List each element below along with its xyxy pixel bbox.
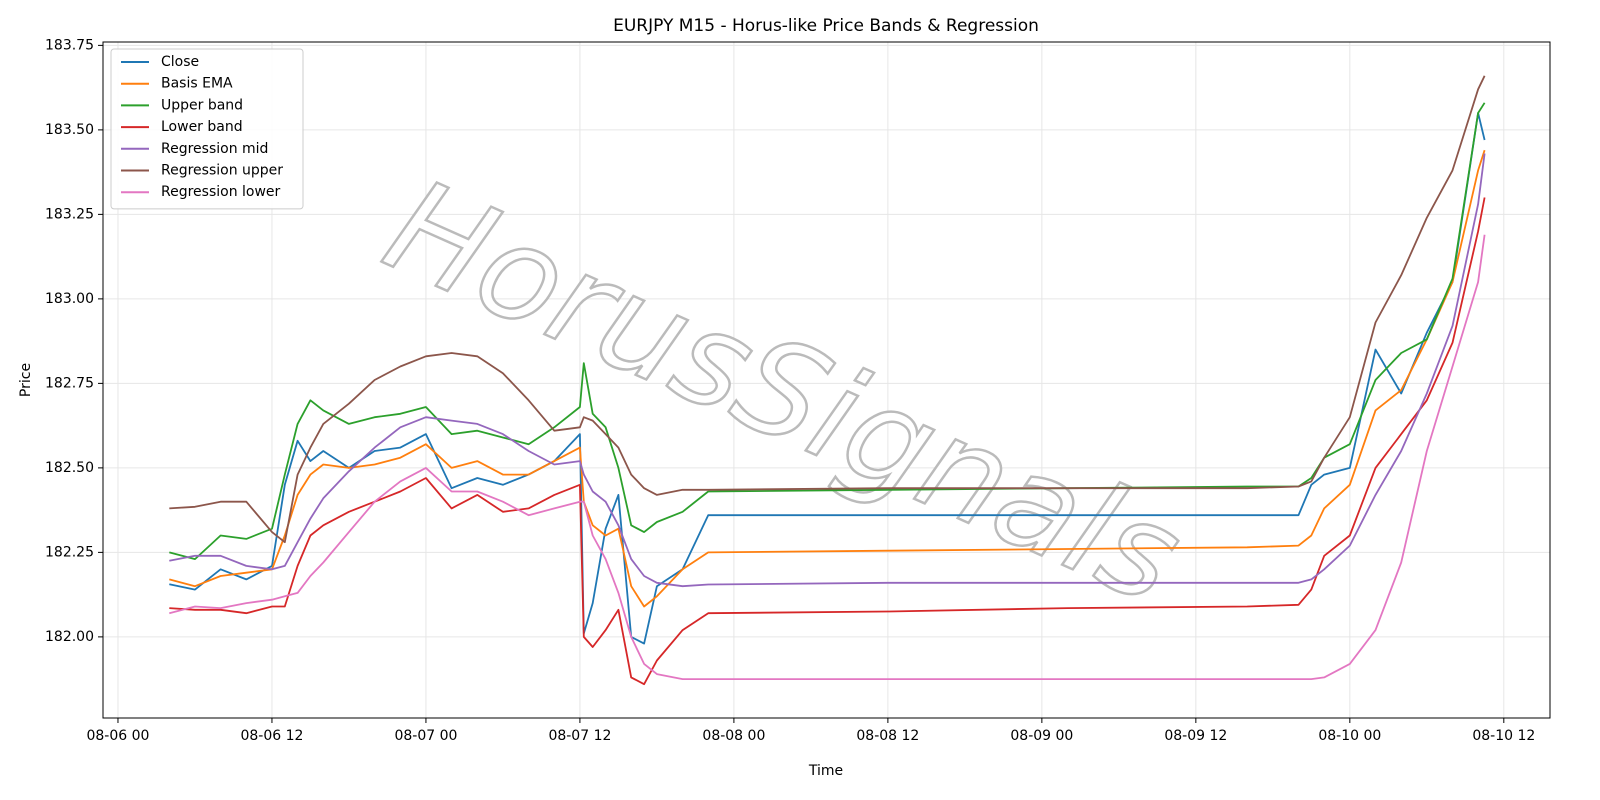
x-tick-label: 08-08 12	[856, 728, 919, 744]
legend-label: Lower band	[161, 119, 243, 135]
chart-title: EURJPY M15 - Horus-like Price Bands & Re…	[613, 16, 1039, 36]
y-tick-label: 182.75	[45, 375, 94, 391]
series-line	[169, 149, 1486, 608]
lines	[169, 75, 1486, 686]
x-tick-label: 08-10 00	[1318, 728, 1381, 744]
y-tick-label: 183.25	[45, 206, 94, 222]
x-tick-label: 08-08 00	[702, 728, 765, 744]
legend: Close Basis EMA Upper band Lower band Regres…	[110, 48, 304, 210]
legend-label: Regression lower	[161, 184, 281, 200]
series-line	[169, 75, 1486, 544]
legend-box	[110, 48, 304, 210]
series-line	[169, 234, 1486, 680]
x-axis-label: Time	[808, 763, 843, 779]
x-tick-label: 08-09 12	[1164, 728, 1227, 744]
y-tick-label: 182.25	[45, 544, 94, 560]
y-tick-label: 183.00	[45, 291, 94, 307]
y-tick-label: 183.50	[45, 122, 94, 138]
series-line	[169, 153, 1486, 588]
y-tick-label: 182.00	[45, 629, 94, 645]
x-tick-label: 08-07 12	[548, 728, 611, 744]
x-tick-label: 08-09 00	[1010, 728, 1073, 744]
y-tick-label: 183.75	[45, 37, 94, 53]
x-tick-label: 08-06 12	[240, 728, 303, 744]
legend-label: Regression upper	[161, 163, 283, 179]
legend-label: Regression mid	[161, 141, 268, 157]
legend-label: Upper band	[161, 97, 243, 113]
x-tick-label: 08-10 12	[1472, 728, 1535, 744]
y-tick-label: 182.50	[45, 460, 94, 476]
x-tick-label: 08-07 00	[394, 728, 457, 744]
series-line	[169, 102, 1486, 560]
y-axis-label: Price	[18, 363, 34, 397]
legend-label: Close	[161, 54, 199, 70]
legend-label: Basis EMA	[161, 76, 233, 92]
x-tick-label: 08-06 00	[86, 728, 149, 744]
plot-frame	[102, 41, 1551, 719]
series-line	[169, 112, 1486, 645]
series-line	[169, 197, 1486, 686]
